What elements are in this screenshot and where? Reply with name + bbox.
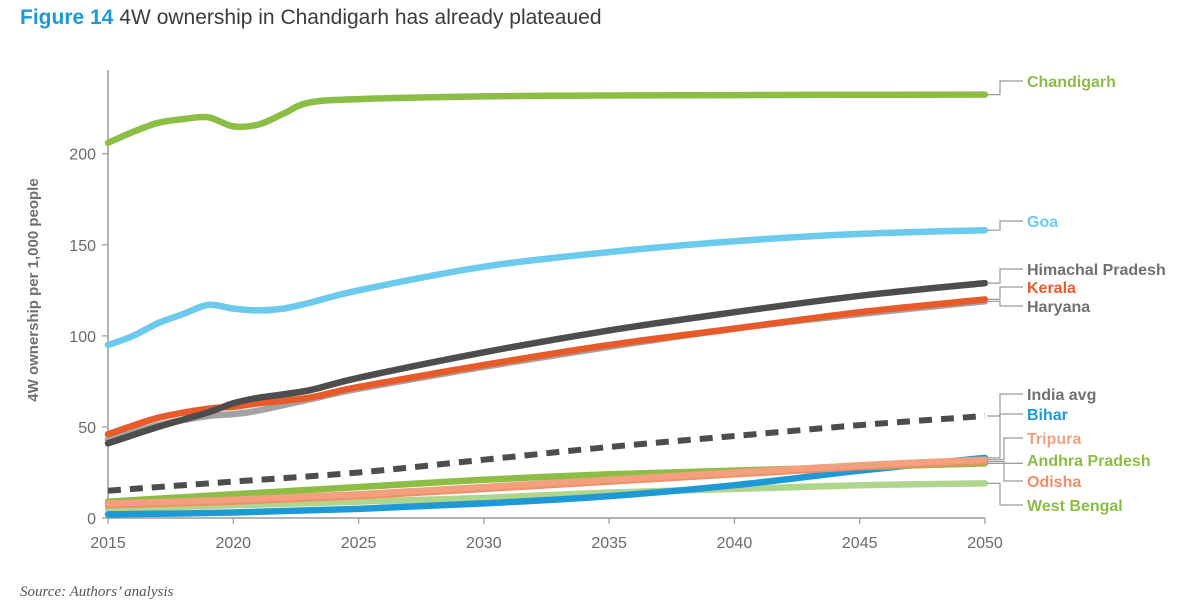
y-axis-label: 4W ownership per 1,000 people [25,178,42,401]
leader-line-bihar [987,413,1023,459]
leader-line-himachal-pradesh [987,268,1023,284]
series-line-tripura [104,456,989,507]
series-label-kerala: Kerala [1027,280,1076,297]
x-tick-label: 2030 [466,535,502,552]
source-note: Source: Authors’ analysis [20,584,174,600]
series-line-bihar [104,454,989,518]
label-leader-lines [987,80,1023,506]
figure-number: Figure 14 [20,6,114,29]
x-tick-label: 2025 [341,535,377,552]
x-tick-label: 2035 [591,535,627,552]
x-tick-label: 2020 [215,535,251,552]
series-line-west-bengal [104,480,989,513]
series-label-india-avg: India avg [1027,387,1096,404]
series-line-goa [104,226,989,349]
series-line-india-avg [107,413,986,494]
x-tick-label: 2040 [717,535,753,552]
series-label-bihar: Bihar [1027,407,1068,424]
series-label-himachal-pradesh: Himachal Pradesh [1027,262,1166,279]
y-tick-label: 50 [78,420,96,437]
series-label-tripura: Tripura [1027,431,1081,448]
y-tick-label: 0 [87,511,96,528]
series-label-odisha: Odisha [1027,474,1081,491]
y-tick-label: 150 [69,238,96,255]
y-tick-label: 200 [69,147,96,164]
series-label-haryana: Haryana [1027,299,1090,316]
series-label-west-bengal: West Bengal [1027,498,1123,515]
leader-line-haryana [987,300,1023,307]
leader-line-west-bengal [987,482,1023,506]
leader-line-kerala [987,286,1023,300]
leader-line-india-avg [987,393,1023,417]
x-tick-label: 2045 [842,535,878,552]
series-label-goa: Goa [1027,214,1058,231]
line-chart: 0 50 100 150 200 2015 2020 2025 2030 2035 2040 2045… [25,70,1166,552]
x-tick-label: 2015 [90,535,126,552]
leader-line-chandigarh [987,80,1023,96]
series-line-himachal-pradesh [104,279,989,447]
leader-line-tripura [987,437,1023,461]
leader-line-goa [987,220,1023,231]
x-tick-label: 2050 [967,535,1003,552]
figure-title-text: 4W ownership in Chandigarh has already p… [119,6,602,29]
series-label-andhra-pradesh: Andhra Pradesh [1027,453,1151,470]
series-line-chandigarh [104,91,989,147]
leader-line-odisha [987,460,1023,482]
series-label-chandigarh: Chandigarh [1027,74,1116,91]
series-line-haryana [104,298,989,443]
chart-series [104,91,989,518]
y-tick-label: 100 [69,329,96,346]
chart-axes: 0 50 100 150 200 2015 2020 2025 2030 2035 2040 2045… [69,70,1003,552]
figure-title: Figure 14 4W ownership in Chandigarh has … [20,6,602,30]
